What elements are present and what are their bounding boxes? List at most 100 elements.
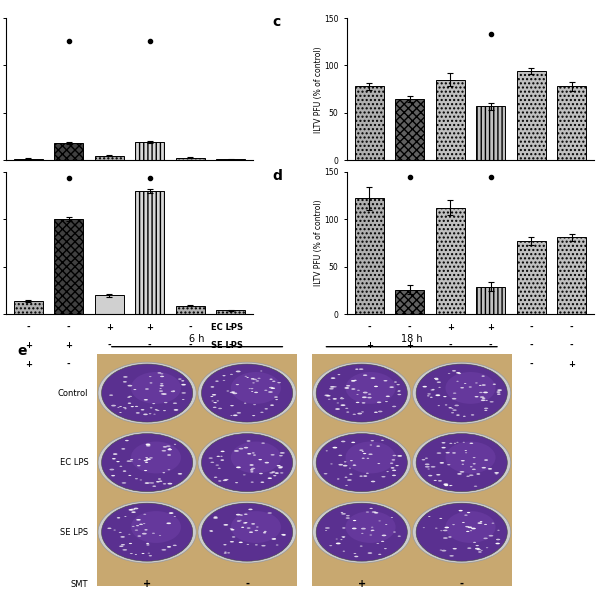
Ellipse shape [128,403,131,404]
Ellipse shape [456,372,460,374]
Ellipse shape [397,394,401,395]
Ellipse shape [149,482,152,484]
Ellipse shape [167,483,172,485]
Ellipse shape [272,380,275,382]
Ellipse shape [236,466,241,468]
Ellipse shape [116,461,119,462]
Ellipse shape [174,444,176,445]
Ellipse shape [131,511,136,513]
Ellipse shape [143,514,146,515]
Ellipse shape [371,377,375,379]
Ellipse shape [413,432,511,494]
Ellipse shape [245,522,248,523]
Ellipse shape [236,371,241,373]
Ellipse shape [269,379,272,380]
Ellipse shape [384,548,387,549]
Ellipse shape [476,473,480,475]
Ellipse shape [344,461,347,463]
Ellipse shape [265,462,269,463]
Ellipse shape [260,412,263,413]
Ellipse shape [146,458,151,460]
Ellipse shape [156,481,160,482]
Text: -: - [188,341,192,350]
Ellipse shape [160,373,163,374]
Ellipse shape [129,543,132,544]
Ellipse shape [448,373,450,374]
FancyBboxPatch shape [312,355,512,586]
Ellipse shape [346,442,395,473]
Ellipse shape [245,376,247,377]
Ellipse shape [330,386,335,388]
Ellipse shape [359,368,364,370]
Ellipse shape [138,459,141,460]
Text: -: - [188,323,192,332]
Ellipse shape [479,521,482,522]
Ellipse shape [452,452,456,454]
Ellipse shape [451,412,454,413]
Ellipse shape [463,416,466,417]
Ellipse shape [425,463,430,465]
Text: +: + [227,359,234,368]
Ellipse shape [475,382,478,383]
Ellipse shape [445,404,448,406]
Ellipse shape [220,456,223,457]
Ellipse shape [382,535,386,536]
Ellipse shape [464,450,467,451]
Ellipse shape [367,397,372,398]
Ellipse shape [117,517,120,518]
Ellipse shape [325,527,330,529]
Ellipse shape [343,537,344,538]
Ellipse shape [127,460,131,462]
Ellipse shape [467,526,472,528]
Ellipse shape [277,465,281,466]
Ellipse shape [465,526,469,527]
Bar [54,219,83,314]
Ellipse shape [239,520,242,521]
Ellipse shape [262,442,265,444]
Bar [216,310,245,314]
Ellipse shape [385,401,388,402]
Ellipse shape [449,555,454,557]
Text: +: + [25,341,32,350]
Text: -: - [448,341,452,350]
Ellipse shape [236,384,239,385]
Ellipse shape [467,512,470,513]
Ellipse shape [353,464,356,466]
Ellipse shape [497,394,500,395]
Ellipse shape [469,475,473,476]
Ellipse shape [475,545,479,546]
Ellipse shape [374,512,379,514]
Ellipse shape [376,543,379,544]
Ellipse shape [244,514,248,515]
Ellipse shape [496,473,498,475]
Text: EC LPS: EC LPS [59,458,88,467]
Ellipse shape [346,412,349,413]
Ellipse shape [454,404,459,406]
Ellipse shape [471,415,474,416]
Ellipse shape [479,392,482,393]
Ellipse shape [230,528,233,529]
Ellipse shape [198,501,296,563]
Text: +: + [143,579,151,589]
Text: +: + [366,359,373,368]
Ellipse shape [381,440,384,441]
Text: SMT: SMT [71,580,88,589]
Ellipse shape [444,485,448,486]
Ellipse shape [146,544,149,545]
Ellipse shape [395,465,399,466]
Ellipse shape [231,511,281,543]
Ellipse shape [144,460,148,461]
Ellipse shape [458,510,463,511]
Text: -: - [148,341,152,350]
Text: +: + [366,341,373,350]
Ellipse shape [149,555,152,556]
Ellipse shape [277,382,281,383]
Ellipse shape [111,405,116,406]
Ellipse shape [353,553,356,554]
Ellipse shape [340,539,343,540]
Ellipse shape [354,380,357,381]
Ellipse shape [435,379,439,380]
Ellipse shape [442,442,445,443]
Bar [517,71,546,160]
Ellipse shape [274,538,276,539]
